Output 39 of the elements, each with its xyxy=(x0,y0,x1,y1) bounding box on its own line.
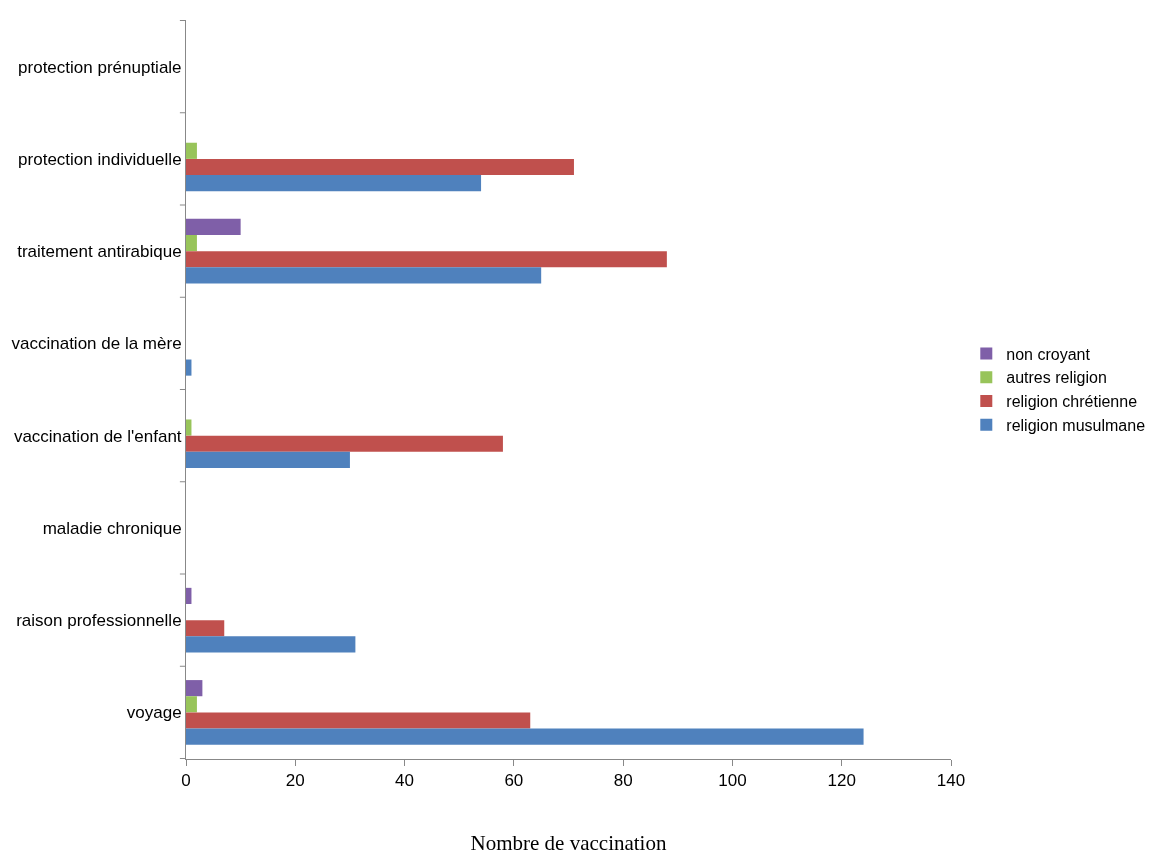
y-tick-label: vaccination de la mère xyxy=(11,334,182,354)
bar xyxy=(186,234,197,252)
x-tick-label: 80 xyxy=(613,771,633,791)
legend-label: autres religion xyxy=(1006,369,1107,387)
y-tick-label: raison professionnelle xyxy=(16,611,182,631)
bar xyxy=(186,696,197,713)
bar xyxy=(186,158,574,176)
bar xyxy=(186,680,203,697)
bar xyxy=(186,620,225,637)
bar xyxy=(186,451,350,468)
x-tick-label: 0 xyxy=(181,771,191,791)
x-tick-label: 100 xyxy=(718,771,747,791)
bar xyxy=(186,419,192,436)
bar xyxy=(186,587,192,604)
x-tick-label: 60 xyxy=(504,771,524,791)
bar xyxy=(186,712,531,729)
bar xyxy=(186,636,356,653)
bar xyxy=(186,251,667,268)
bar xyxy=(186,728,864,745)
legend-label: religion chrétienne xyxy=(1006,393,1138,411)
x-axis-title: Nombre de vaccination xyxy=(470,830,667,855)
bar xyxy=(186,142,197,159)
y-tick-label: protection individuelle xyxy=(18,149,182,169)
x-tick-label: 20 xyxy=(285,771,305,791)
legend-label: religion musulmane xyxy=(1006,417,1146,435)
bar xyxy=(186,218,241,235)
x-tick-label: 40 xyxy=(395,771,415,791)
bar xyxy=(186,359,192,376)
y-tick-label: traitement antirabique xyxy=(17,242,182,262)
x-tick-label: 140 xyxy=(936,771,966,791)
y-tick-label: maladie chronique xyxy=(42,518,182,538)
bar xyxy=(186,267,542,284)
y-tick-label: protection prénuptiale xyxy=(18,57,182,77)
x-tick-label: 120 xyxy=(827,771,856,791)
legend-label: non croyant xyxy=(1006,345,1091,363)
y-tick-label: voyage xyxy=(126,703,182,723)
bar xyxy=(186,175,482,192)
y-tick-label: vaccination de l'enfant xyxy=(13,426,182,446)
bar xyxy=(186,435,503,452)
